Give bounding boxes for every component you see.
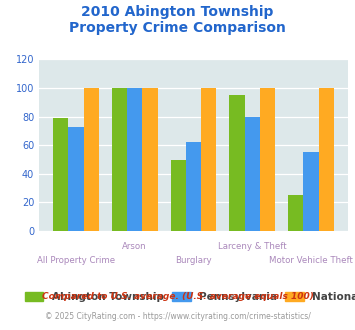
Bar [84,88,99,231]
Text: Compared to U.S. average. (U.S. average equals 100): Compared to U.S. average. (U.S. average … [42,292,313,301]
Bar [245,116,260,231]
Bar [53,118,69,231]
Bar [69,127,84,231]
Bar [127,88,142,231]
Text: © 2025 CityRating.com - https://www.cityrating.com/crime-statistics/: © 2025 CityRating.com - https://www.city… [45,312,310,321]
Text: Arson: Arson [122,242,147,251]
Bar [318,88,334,231]
Bar [201,88,217,231]
Text: Property Crime Comparison: Property Crime Comparison [69,21,286,35]
Bar [229,95,245,231]
Text: Burglary: Burglary [175,256,212,265]
Bar [303,152,318,231]
Bar [186,142,201,231]
Text: 2010 Abington Township: 2010 Abington Township [81,5,274,19]
Text: Larceny & Theft: Larceny & Theft [218,242,286,251]
Bar [288,195,303,231]
Bar [260,88,275,231]
Bar [142,88,158,231]
Bar [112,88,127,231]
Legend: Abington Township, Pennsylvania, National: Abington Township, Pennsylvania, Nationa… [20,288,355,306]
Text: All Property Crime: All Property Crime [37,256,115,265]
Text: Motor Vehicle Theft: Motor Vehicle Theft [269,256,353,265]
Bar [170,159,186,231]
